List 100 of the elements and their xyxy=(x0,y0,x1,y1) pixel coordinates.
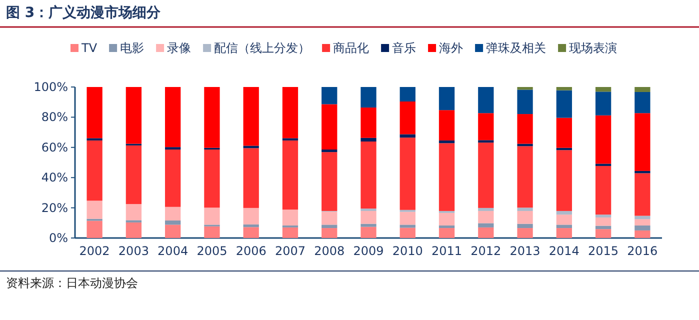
bar xyxy=(438,212,455,226)
bar xyxy=(556,90,572,118)
x-tick-label: 2011 xyxy=(431,244,462,258)
bar xyxy=(360,87,376,108)
x-tick-label: 2012 xyxy=(470,244,502,258)
bar xyxy=(360,142,376,209)
bar xyxy=(634,230,650,238)
x-tick-label: 2004 xyxy=(158,244,188,258)
bar xyxy=(322,212,338,225)
legend-label: 海外 xyxy=(439,41,464,55)
y-tick-label: 60% xyxy=(41,140,68,154)
bar xyxy=(438,110,455,140)
bar xyxy=(634,87,650,92)
bar xyxy=(282,87,298,138)
bar xyxy=(517,208,533,211)
bar xyxy=(517,90,533,114)
bar xyxy=(400,228,416,238)
bar xyxy=(556,228,572,238)
y-tick-label: 80% xyxy=(41,110,68,124)
x-tick-label: 2016 xyxy=(627,244,658,258)
bar xyxy=(204,226,220,238)
legend-label: 现场表演 xyxy=(569,41,618,55)
bar xyxy=(478,208,494,211)
x-tick-label: 2003 xyxy=(118,244,149,258)
bar xyxy=(322,87,338,104)
x-tick-label: 2014 xyxy=(548,244,580,258)
bar xyxy=(360,138,376,142)
bar xyxy=(126,204,142,220)
bar xyxy=(282,140,298,210)
bar xyxy=(86,140,102,201)
bar xyxy=(595,115,612,164)
bar xyxy=(322,228,338,238)
y-tick-label: 20% xyxy=(41,200,68,215)
text: 资料来源：日本动漫协会 xyxy=(6,276,138,290)
legend-label: 音乐 xyxy=(392,41,416,55)
title: 图 3：广义动漫市场细分 xyxy=(6,5,161,21)
bar xyxy=(438,140,455,144)
bar xyxy=(360,226,376,238)
bar xyxy=(165,87,181,148)
bar xyxy=(126,145,142,204)
legend-label: TV xyxy=(80,41,98,55)
bar xyxy=(126,87,142,144)
x-tick-label: 2008 xyxy=(314,244,345,258)
bar xyxy=(400,138,416,210)
bar xyxy=(595,214,612,218)
bar xyxy=(556,150,572,211)
bar xyxy=(517,228,533,238)
bar xyxy=(243,227,259,238)
bar xyxy=(126,222,142,238)
bar xyxy=(165,206,181,220)
bar xyxy=(243,146,259,148)
bar xyxy=(165,224,181,238)
bar xyxy=(400,87,416,102)
bar xyxy=(322,152,338,211)
bar xyxy=(478,223,494,228)
bar xyxy=(322,104,338,150)
bar xyxy=(86,87,102,138)
bar xyxy=(86,200,102,219)
bar xyxy=(360,224,376,227)
x-tick-label: 2007 xyxy=(274,244,306,258)
bar xyxy=(243,87,259,146)
bar xyxy=(204,150,220,208)
bar xyxy=(556,87,572,90)
bar xyxy=(634,216,650,220)
bar xyxy=(595,229,612,238)
bar xyxy=(556,214,572,225)
bar xyxy=(360,210,376,224)
bar xyxy=(360,108,376,138)
bar xyxy=(204,208,220,225)
bar xyxy=(322,150,338,152)
bar xyxy=(634,219,650,226)
x-tick-label: 2002 xyxy=(79,244,110,258)
legend-label: 弹珠及相关 xyxy=(486,41,546,55)
bar xyxy=(595,217,612,226)
bar xyxy=(517,210,533,224)
x-tick-label: 2006 xyxy=(236,244,266,258)
bar xyxy=(243,208,259,224)
bar xyxy=(634,170,650,174)
bar xyxy=(478,113,494,140)
bar xyxy=(478,140,494,143)
bar xyxy=(634,225,650,230)
bar xyxy=(438,225,455,228)
bar xyxy=(400,101,416,134)
bar xyxy=(595,87,612,92)
bar xyxy=(556,210,572,215)
bar xyxy=(322,224,338,228)
x-tick-label: 2009 xyxy=(353,244,384,258)
bar xyxy=(478,87,494,114)
bar xyxy=(595,92,612,116)
bar xyxy=(438,143,455,211)
bar xyxy=(243,224,259,228)
bar xyxy=(478,227,494,238)
x-tick-label: 2015 xyxy=(588,244,619,258)
bar xyxy=(400,212,416,225)
bar xyxy=(517,114,533,144)
legend-label: 商品化 xyxy=(333,41,370,55)
bar xyxy=(634,113,650,171)
bar xyxy=(478,142,494,208)
y-tick-label: 40% xyxy=(41,170,68,185)
x-tick-label: 2005 xyxy=(196,244,228,258)
